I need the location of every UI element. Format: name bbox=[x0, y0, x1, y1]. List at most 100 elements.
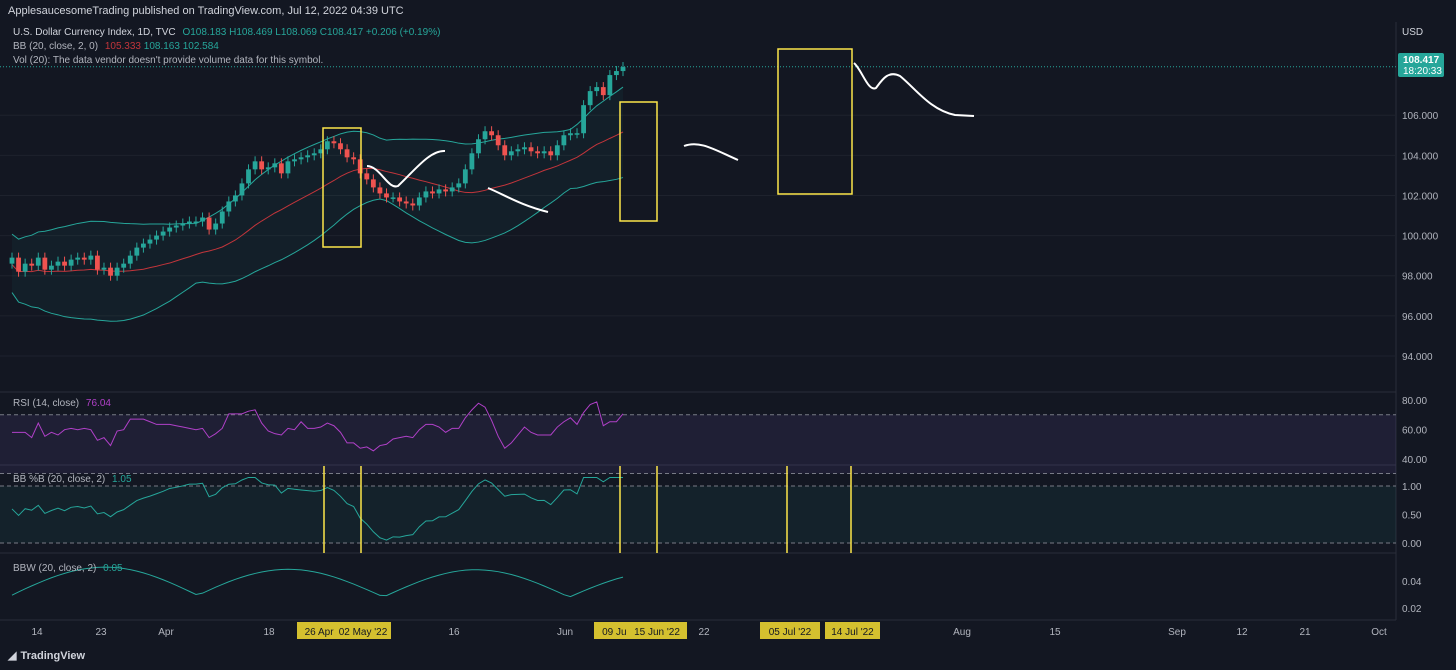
candle-body bbox=[259, 161, 265, 170]
candle-body bbox=[436, 189, 442, 194]
trend-stroke-0 bbox=[366, 149, 446, 188]
candle-body bbox=[522, 147, 527, 150]
bbpb-axis-tick: 0.50 bbox=[1402, 511, 1422, 522]
candle-body bbox=[554, 145, 560, 156]
publish-text: ApplesaucesomeTrading published on Tradi… bbox=[8, 5, 404, 17]
candle-body bbox=[246, 169, 251, 184]
candle-body bbox=[167, 227, 173, 232]
candle-body bbox=[495, 135, 501, 146]
candle-body bbox=[443, 189, 449, 192]
candle-body bbox=[364, 173, 370, 180]
trend-stroke-1 bbox=[487, 187, 549, 213]
bbpb-axis-tick: 0.00 bbox=[1402, 539, 1422, 550]
bbw-line bbox=[11, 566, 624, 598]
candle-body bbox=[147, 239, 153, 244]
bbw-axis-tick: 0.02 bbox=[1402, 604, 1422, 615]
time-axis-tick: 23 bbox=[95, 627, 107, 638]
candle-body bbox=[173, 225, 179, 228]
candle-body bbox=[62, 261, 67, 266]
candle-body bbox=[219, 211, 225, 224]
candle-body bbox=[42, 257, 48, 270]
tradingview-brand[interactable]: ◢ TradingView bbox=[8, 649, 85, 662]
time-highlight-badge bbox=[825, 622, 880, 639]
legend-symbol-row: U.S. Dollar Currency Index, 1D, TVC O108… bbox=[13, 27, 440, 38]
candle-body bbox=[186, 221, 192, 224]
candle-body bbox=[331, 141, 337, 144]
candle-body bbox=[114, 267, 120, 276]
candle-body bbox=[502, 145, 508, 156]
candle-body bbox=[35, 257, 41, 266]
candle-body bbox=[88, 255, 94, 260]
last-price-badge bbox=[1398, 53, 1444, 77]
candle-body bbox=[180, 223, 186, 226]
time-highlight-label: 26 Apr '22 bbox=[305, 627, 350, 638]
projection-curve bbox=[853, 62, 975, 117]
candle-body bbox=[252, 161, 258, 170]
candle-body bbox=[206, 217, 212, 230]
bb-basis-line bbox=[11, 131, 624, 273]
candle-body bbox=[22, 263, 28, 272]
rsi-axis-tick: 80.00 bbox=[1402, 396, 1427, 407]
candle-body bbox=[403, 201, 409, 204]
candle-body bbox=[587, 91, 593, 106]
candle-body bbox=[568, 133, 573, 136]
candle-body bbox=[75, 257, 81, 260]
candle-body bbox=[318, 149, 324, 154]
vol-label: Vol (20): The data vendor doesn't provid… bbox=[13, 55, 324, 66]
candle-body bbox=[390, 197, 396, 199]
time-axis-tick: 14 bbox=[31, 627, 43, 638]
candle-body bbox=[384, 193, 389, 198]
candle-body bbox=[29, 263, 35, 266]
candle-body bbox=[134, 247, 140, 256]
candle-body bbox=[81, 257, 87, 260]
time-highlight-label: 14 Jul '22 bbox=[831, 627, 874, 638]
time-axis-tick: 15 bbox=[1049, 627, 1061, 638]
publish-header: ApplesaucesomeTrading published on Tradi… bbox=[0, 0, 1456, 22]
symbol-name: U.S. Dollar Currency Index, 1D, TVC bbox=[13, 27, 176, 38]
legend-bb-row: BB (20, close, 2, 0) 105.333 108.163 102… bbox=[13, 41, 219, 52]
ohlc-values: O108.183 H108.469 L108.069 C108.417 +0.2… bbox=[182, 27, 441, 38]
candle-body bbox=[344, 149, 350, 158]
candle-body bbox=[292, 159, 297, 162]
rsi-axis-tick: 40.00 bbox=[1402, 455, 1427, 466]
bbpb-band-fill bbox=[0, 486, 1396, 543]
candle-body bbox=[95, 255, 100, 270]
time-highlight-badge bbox=[335, 622, 391, 639]
candle-body bbox=[594, 87, 600, 92]
countdown-label: 18:20:33 bbox=[1403, 66, 1442, 77]
candle-body bbox=[410, 203, 416, 206]
time-highlight-label: 15 Jun '22 bbox=[634, 627, 680, 638]
candle-body bbox=[305, 155, 311, 158]
candle-body bbox=[469, 153, 475, 170]
time-axis-tick: Jun bbox=[557, 627, 573, 638]
candle-body bbox=[311, 153, 317, 156]
bbw-axis-tick: 0.04 bbox=[1402, 577, 1422, 588]
candle-body bbox=[278, 163, 284, 174]
legend-vol-row: Vol (20): The data vendor doesn't provid… bbox=[13, 55, 323, 66]
candle-body bbox=[338, 143, 343, 150]
bbpb-value: 1.05 bbox=[112, 474, 132, 485]
rsi-label: RSI (14, close) bbox=[13, 398, 80, 409]
candle-body bbox=[528, 147, 534, 152]
candle-body bbox=[508, 151, 514, 156]
candle-body bbox=[265, 167, 271, 170]
candle-body bbox=[535, 151, 540, 154]
price-axis-tick: 96.000 bbox=[1402, 312, 1433, 323]
bbw-value: 0.05 bbox=[103, 563, 123, 574]
candle-body bbox=[213, 223, 219, 230]
candle-body bbox=[55, 261, 61, 266]
highlight-box-2 bbox=[777, 48, 853, 195]
price-axis-tick: 104.000 bbox=[1402, 151, 1439, 162]
candle-body bbox=[272, 163, 278, 168]
price-axis-currency: USD bbox=[1402, 27, 1423, 38]
time-axis-tick: Aug bbox=[953, 627, 971, 638]
candle-body bbox=[160, 231, 166, 236]
candle-body bbox=[515, 149, 521, 152]
time-highlight-badge bbox=[760, 622, 820, 639]
bb-lower-value: 102.584 bbox=[182, 41, 219, 52]
bb-basis-value: 105.333 bbox=[104, 41, 141, 52]
rsi-line bbox=[12, 401, 624, 452]
time-axis-tick: Apr bbox=[158, 627, 174, 638]
candle-body bbox=[476, 139, 481, 154]
